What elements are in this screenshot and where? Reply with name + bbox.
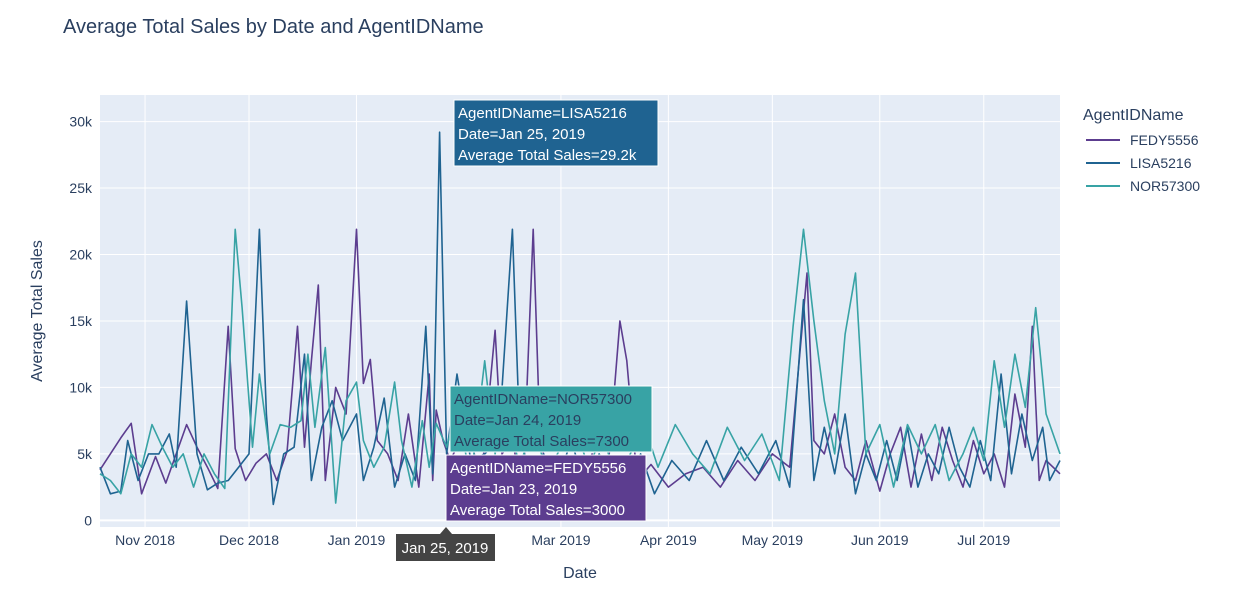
x-tick-label: May 2019 xyxy=(742,532,804,548)
hover-label-text: AgentIDName=LISA5216 xyxy=(458,105,627,122)
x-hover-box xyxy=(396,534,495,561)
x-tick-label: Jan 2019 xyxy=(328,532,386,548)
hover-labels: AgentIDName=LISA5216 Date=Jan 25, 2019 Ave… xyxy=(396,99,659,561)
x-axis-ticks: Nov 2018 Dec 2018 Jan 2019 Mar 2019 Apr 2019… xyxy=(115,532,1010,548)
y-tick-label: 20k xyxy=(69,247,93,263)
x-axis-label: Date xyxy=(563,565,597,582)
legend-item-fedy5556[interactable]: FEDY5556 xyxy=(1130,132,1199,148)
y-tick-label: 5k xyxy=(77,446,93,462)
chart-title: Average Total Sales by Date and AgentIDN… xyxy=(63,16,484,38)
x-tick-label: Apr 2019 xyxy=(640,532,697,548)
x-tick-label: Jun 2019 xyxy=(851,532,909,548)
hover-label-text: Date=Jan 23, 2019 xyxy=(450,481,577,498)
y-axis-ticks: 0 5k 10k 15k 20k 25k 30k xyxy=(69,114,93,529)
hover-label-text: AgentIDName=FEDY5556 xyxy=(450,460,626,477)
y-tick-label: 30k xyxy=(69,114,93,130)
legend[interactable]: AgentIDName FEDY5556 LISA5216 NOR57300 xyxy=(1083,107,1200,194)
y-tick-label: 10k xyxy=(69,379,93,395)
y-tick-label: 15k xyxy=(69,313,93,329)
x-tick-label: Nov 2018 xyxy=(115,532,175,548)
hover-label-nor57300: AgentIDName=NOR57300 Date=Jan 24, 2019 Ave… xyxy=(449,385,653,453)
hover-label-text: Date=Jan 24, 2019 xyxy=(454,412,581,429)
x-hover-text: Jan 25, 2019 xyxy=(402,540,489,557)
hover-label-lisa5216: AgentIDName=LISA5216 Date=Jan 25, 2019 Ave… xyxy=(453,99,659,167)
legend-items[interactable]: FEDY5556 LISA5216 NOR57300 xyxy=(1086,132,1200,194)
legend-item-nor57300[interactable]: NOR57300 xyxy=(1130,178,1200,194)
x-hover-pointer xyxy=(440,527,452,534)
x-hover-label: Jan 25, 2019 xyxy=(396,527,495,561)
hover-label-text: AgentIDName=NOR57300 xyxy=(454,391,632,408)
hover-label-fedy5556: AgentIDName=FEDY5556 Date=Jan 23, 2019 Ave… xyxy=(445,454,647,522)
y-axis-label: Average Total Sales xyxy=(29,240,46,382)
hover-label-text: Average Total Sales=3000 xyxy=(450,502,625,519)
legend-title: AgentIDName xyxy=(1083,107,1184,124)
x-tick-label: Mar 2019 xyxy=(531,532,590,548)
y-tick-label: 25k xyxy=(69,180,93,196)
y-tick-label: 0 xyxy=(84,512,92,528)
x-tick-label: Dec 2018 xyxy=(219,532,279,548)
hover-label-text: Average Total Sales=7300 xyxy=(454,433,629,450)
hover-label-text: Average Total Sales=29.2k xyxy=(458,147,637,164)
x-tick-label: Jul 2019 xyxy=(957,532,1010,548)
hover-label-box xyxy=(453,99,659,167)
hover-label-box xyxy=(445,454,647,522)
hover-label-box xyxy=(449,385,653,453)
legend-item-lisa5216[interactable]: LISA5216 xyxy=(1130,155,1192,171)
hover-label-text: Date=Jan 25, 2019 xyxy=(458,126,585,143)
